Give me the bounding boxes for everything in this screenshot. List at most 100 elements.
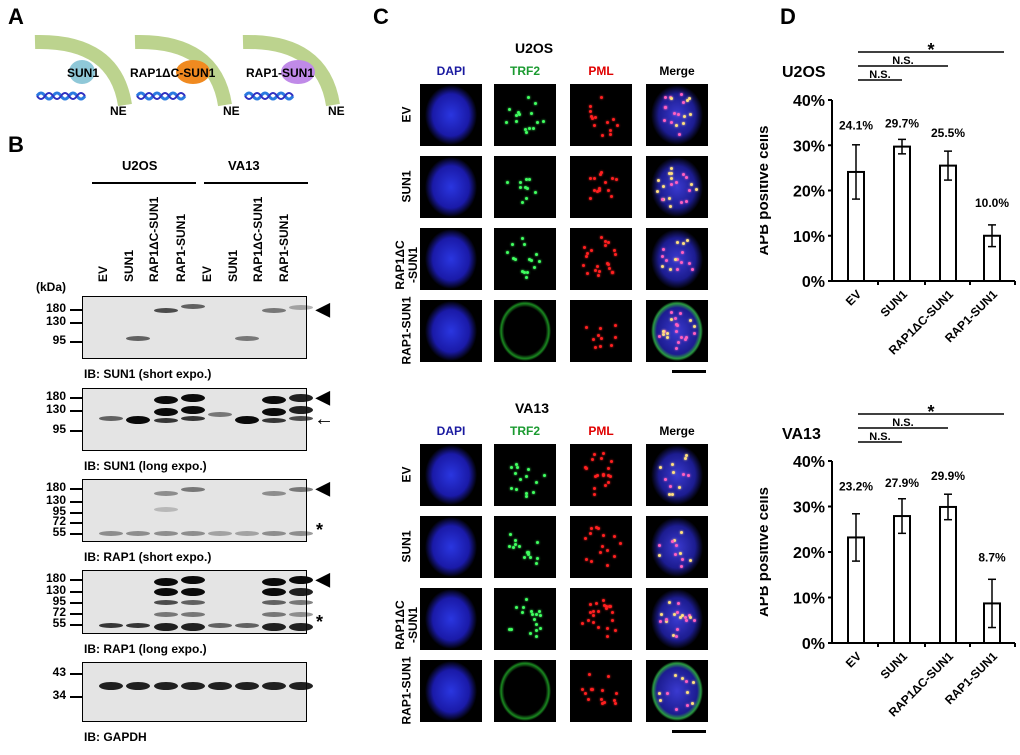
blot-band: [181, 416, 205, 421]
fluorescent-focus: [684, 337, 688, 341]
fluorescent-focus: [681, 251, 685, 255]
fluorescent-focus: [611, 117, 615, 121]
fluorescent-focus: [613, 535, 617, 539]
fluorescent-focus: [658, 543, 662, 547]
row-label: RAP1-SUN1: [399, 296, 414, 365]
fluorescent-focus: [584, 536, 588, 540]
fluorescent-focus: [599, 170, 603, 174]
fluorescent-focus: [670, 462, 674, 466]
significance-label: N.S.: [869, 69, 890, 81]
mw-marker-tick: [70, 696, 82, 698]
arrow-left-icon: ←: [314, 408, 334, 430]
fluorescent-focus: [603, 603, 607, 607]
fluorescent-focus: [603, 181, 607, 185]
fluorescent-focus: [668, 600, 672, 604]
fluorescent-focus: [607, 240, 611, 244]
blot-band: [154, 682, 178, 690]
fluorescent-focus: [535, 634, 539, 638]
fluorescent-focus: [682, 473, 686, 477]
fluorescent-focus: [674, 346, 678, 350]
mw-marker-label: 43: [52, 665, 66, 679]
group-bracket: [92, 182, 196, 184]
fluorescent-focus: [517, 110, 521, 114]
x-tick-label: EV: [843, 649, 864, 670]
asterisk-nonspecific-band: *: [316, 612, 324, 632]
mw-marker-label: 34: [52, 688, 66, 702]
fluorescent-focus: [515, 463, 519, 467]
mw-marker-label: 72: [52, 605, 66, 619]
fluorescent-focus: [684, 619, 688, 623]
micrograph-merge: [646, 84, 708, 146]
mw-marker-label: 55: [52, 616, 66, 630]
fluorescent-focus: [587, 672, 591, 676]
fluorescent-focus: [613, 324, 617, 328]
fluorescent-focus: [686, 704, 690, 708]
data-label: 24.1%: [839, 118, 873, 132]
fluorescent-focus: [690, 702, 694, 706]
micrograph-pml: [570, 444, 632, 506]
fluorescent-focus: [510, 486, 514, 490]
fluorescent-focus: [582, 246, 586, 250]
fluorescent-focus: [601, 598, 605, 602]
fluorescent-focus: [693, 619, 697, 623]
fluorescent-focus: [684, 679, 688, 683]
fluorescent-focus: [605, 121, 609, 125]
fluorescent-focus: [590, 115, 594, 119]
blot-band: [181, 304, 205, 309]
micrograph-trf2: [494, 156, 556, 218]
row-label: EV: [399, 106, 414, 123]
channel-header: PML: [588, 424, 614, 438]
fluorescent-focus: [676, 628, 680, 632]
blot-band: [181, 623, 205, 631]
lane-label: RAP1-SUN1: [174, 213, 188, 282]
fluorescent-focus: [672, 539, 676, 543]
fluorescent-focus: [608, 267, 612, 271]
mw-marker-tick: [70, 522, 82, 524]
blot-band: [126, 531, 150, 536]
fluorescent-focus: [591, 620, 595, 624]
blot-band: [181, 531, 205, 536]
fluorescent-focus: [583, 692, 587, 696]
bar: [939, 164, 957, 282]
micrograph-trf2: [494, 84, 556, 146]
fluorescent-focus: [605, 563, 609, 567]
fluorescent-focus: [590, 688, 594, 692]
mw-marker-tick: [70, 673, 82, 675]
fluorescent-focus: [608, 475, 612, 479]
micrograph-trf2: [494, 516, 556, 578]
fluorescent-focus: [513, 472, 517, 476]
lane-label: EV: [96, 265, 110, 282]
fluorescent-focus: [683, 615, 687, 619]
blot-band: [126, 623, 150, 628]
fluorescent-focus: [601, 689, 605, 693]
micrograph-pml: [570, 516, 632, 578]
fluorescent-focus: [597, 274, 601, 278]
fluorescent-focus: [687, 188, 691, 192]
fluorescent-focus: [685, 336, 689, 340]
lane-label: RAP1ΔC-SUN1: [147, 196, 161, 282]
mw-marker-label: 55: [52, 525, 66, 539]
fluorescent-focus: [610, 619, 614, 623]
fluorescent-focus: [668, 485, 672, 489]
fluorescent-focus: [515, 606, 519, 610]
fluorescent-focus: [674, 180, 678, 184]
fluorescent-focus: [610, 611, 614, 615]
blot-band: [154, 612, 178, 617]
fluorescent-focus: [595, 525, 599, 529]
blot-band: [208, 531, 232, 536]
block-title: U2OS: [515, 40, 554, 56]
fluorescent-focus: [670, 176, 674, 180]
fluorescent-focus: [589, 611, 593, 615]
fluorescent-focus: [674, 634, 678, 638]
fluorescent-focus: [674, 707, 678, 711]
mw-marker-label: 72: [52, 514, 66, 528]
blot-label: IB: RAP1 (long expo.): [84, 642, 207, 656]
blot-band: [262, 612, 286, 617]
fluorescent-focus: [588, 109, 592, 113]
fluorescent-focus: [673, 317, 677, 321]
x-tick-label: SUN1: [878, 649, 911, 682]
fluorescent-focus: [580, 621, 584, 625]
blot-band: [289, 305, 313, 310]
fluorescent-focus: [687, 96, 691, 100]
